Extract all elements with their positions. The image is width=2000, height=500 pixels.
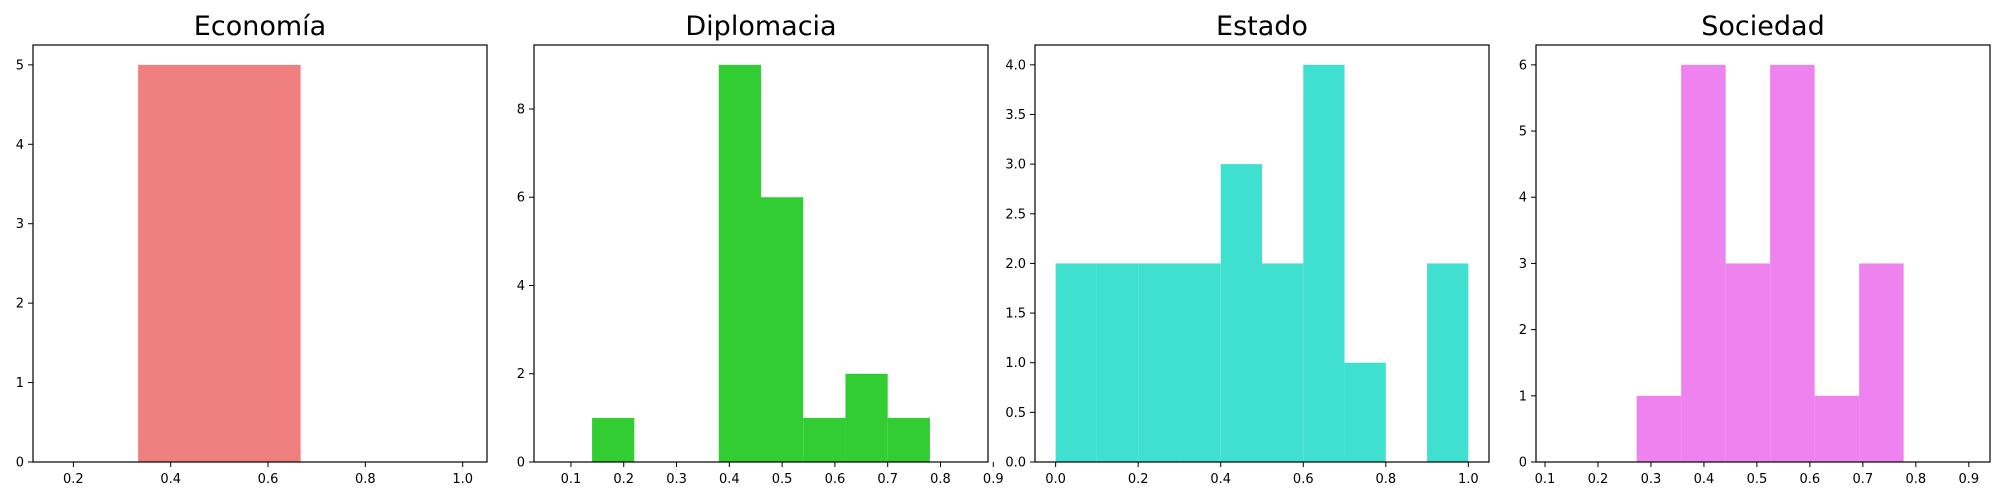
panel-title: Economía xyxy=(194,11,326,42)
histogram-bar xyxy=(1636,395,1682,462)
y-tick-label: 2 xyxy=(16,297,24,312)
x-tick-label: 0.4 xyxy=(160,472,181,487)
x-tick-label: 0.8 xyxy=(355,472,376,487)
y-tick-label: 6 xyxy=(517,191,525,206)
x-tick-label: 0.6 xyxy=(1293,472,1314,487)
x-tick-label: 0.5 xyxy=(1747,472,1768,487)
x-tick-label: 0.2 xyxy=(1588,472,1609,487)
x-tick-label: 0.0 xyxy=(1045,472,1066,487)
histogram-bar xyxy=(761,197,804,463)
histogram-bar xyxy=(1138,263,1180,462)
y-tick-label: 6 xyxy=(1519,58,1527,73)
x-tick-label: 0.8 xyxy=(1375,472,1396,487)
panel-3: 0.0 0.2 0.4 0.6 0.8 1.0 0.0 0.5 1.0 1.5 2.0 2.5 3.0 3… xyxy=(1005,11,1490,487)
x-tick-label: 0.7 xyxy=(1853,472,1874,487)
y-tick-label: 0 xyxy=(16,456,24,471)
y-tick-label: 3 xyxy=(1519,257,1527,272)
x-tick-label: 0.1 xyxy=(1535,472,1556,487)
y-tick-label: 5 xyxy=(1519,125,1527,140)
histogram-bar xyxy=(1770,64,1815,463)
x-tick-label: 0.7 xyxy=(877,472,898,487)
panel-1: 0.2 0.4 0.6 0.8 1.0 0 1 2 3 4 5 Economía xyxy=(16,11,488,487)
y-tick-label: 1 xyxy=(16,376,24,391)
histogram-bar xyxy=(1220,164,1262,462)
histogram-bar xyxy=(887,417,930,462)
y-tick-label: 5 xyxy=(16,58,24,73)
panel-4: 0.1 0.2 0.3 0.4 0.5 0.6 0.7 0.8 0.9 0 1 2 3 4 5 6 Socied… xyxy=(1519,11,1991,487)
y-tick-label: 1.0 xyxy=(1005,356,1026,371)
x-tick-label: 0.8 xyxy=(1905,472,1926,487)
x-tick-label: 1.0 xyxy=(452,472,473,487)
y-tick-label: 1 xyxy=(1519,389,1527,404)
axes-frame xyxy=(533,44,989,463)
histogram-bar xyxy=(1262,263,1304,462)
panel-title: Estado xyxy=(1216,11,1308,42)
panel-2: 0.1 0.2 0.3 0.4 0.5 0.6 0.7 0.8 0.9 0 2 4 6 8 Diplomac… xyxy=(517,11,1004,487)
y-tick-label: 2 xyxy=(1519,323,1527,338)
axes-frame xyxy=(1535,44,1991,463)
x-tick-label: 0.4 xyxy=(1210,472,1231,487)
x-tick-label: 0.6 xyxy=(258,472,279,487)
x-tick-label: 0.3 xyxy=(666,472,687,487)
x-tick-label: 0.6 xyxy=(1800,472,1821,487)
x-tick-label: 1.0 xyxy=(1458,472,1479,487)
histogram-bar xyxy=(1096,263,1139,462)
y-tick-label: 8 xyxy=(517,102,525,117)
y-tick-label: 1.5 xyxy=(1005,307,1026,322)
panel-title: Sociedad xyxy=(1701,11,1824,42)
histogram-bar xyxy=(1681,64,1726,463)
x-tick-label: 0.1 xyxy=(561,472,582,487)
y-tick-label: 0.0 xyxy=(1005,456,1026,471)
x-tick-label: 0.5 xyxy=(772,472,793,487)
x-tick-label: 0.8 xyxy=(930,472,951,487)
histogram-bar xyxy=(592,417,635,462)
x-tick-label: 0.2 xyxy=(63,472,84,487)
y-tick-label: 2.0 xyxy=(1005,257,1026,272)
histogram-bar xyxy=(1427,263,1469,462)
y-tick-label: 3 xyxy=(16,217,24,232)
histogram-bar xyxy=(1725,263,1771,462)
x-tick-label: 0.3 xyxy=(1641,472,1662,487)
axes-frame xyxy=(1034,44,1490,463)
y-tick-label: 0.5 xyxy=(1005,406,1026,421)
x-tick-label: 0.6 xyxy=(825,472,846,487)
axes-frame xyxy=(32,44,488,463)
x-tick-label: 0.2 xyxy=(613,472,634,487)
x-tick-label: 0.9 xyxy=(1958,472,1979,487)
y-tick-label: 3.5 xyxy=(1005,108,1026,123)
histogram-bar xyxy=(138,64,301,463)
histogram-bar xyxy=(803,417,846,462)
y-tick-label: 0 xyxy=(517,456,525,471)
histogram-bar xyxy=(718,64,761,463)
histogram-bar xyxy=(845,373,888,462)
histogram-bar xyxy=(1179,263,1221,462)
x-tick-label: 0.4 xyxy=(719,472,740,487)
y-tick-label: 4 xyxy=(517,279,525,294)
histogram-bar xyxy=(1344,362,1386,462)
y-tick-label: 4.0 xyxy=(1005,58,1026,73)
histogram-bar xyxy=(1303,64,1345,463)
x-tick-label: 0.2 xyxy=(1128,472,1149,487)
y-tick-label: 0 xyxy=(1519,456,1527,471)
panel-title: Diplomacia xyxy=(685,11,836,42)
histogram-bar xyxy=(1814,395,1860,462)
y-tick-label: 2 xyxy=(517,367,525,382)
y-tick-label: 3.0 xyxy=(1005,158,1026,173)
histogram-bar xyxy=(1055,263,1097,462)
x-tick-label: 0.9 xyxy=(983,472,1004,487)
histogram-bar xyxy=(1859,263,1904,462)
y-tick-label: 4 xyxy=(16,138,24,153)
y-tick-label: 2.5 xyxy=(1005,207,1026,222)
y-tick-label: 4 xyxy=(1519,191,1527,206)
x-tick-label: 0.4 xyxy=(1694,472,1715,487)
